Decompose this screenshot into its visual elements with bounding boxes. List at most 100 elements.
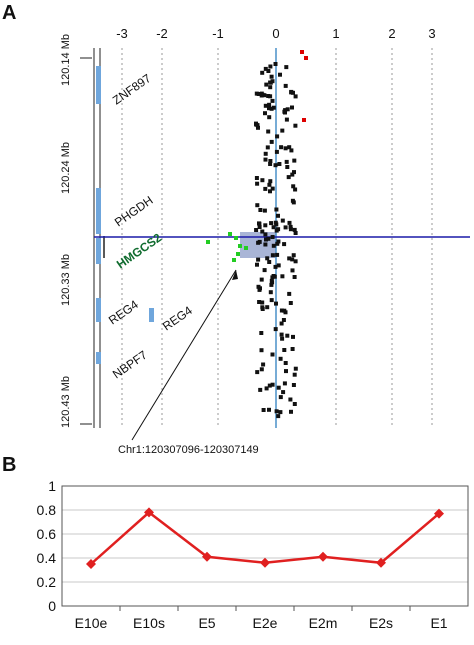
y-axis-label: 120.14 Mb [60,34,72,86]
x-tick-label: 3 [428,26,436,41]
data-point [258,387,263,392]
data-point [273,163,278,168]
data-point [270,382,275,387]
data-point [269,298,274,303]
x-tick-label: -1 [212,26,224,41]
panel-a-chart [80,48,470,441]
data-point [267,383,272,388]
data-point [282,109,287,114]
data-point [292,402,297,406]
x-tick-label: E10e [75,615,108,631]
data-point [256,257,261,262]
data-point [264,237,268,242]
data-point [266,69,271,73]
data-point [267,182,272,187]
data-point [291,184,296,189]
data-point [261,408,266,412]
data-point [284,369,288,374]
highlight-point [206,240,210,244]
data-point [259,277,264,282]
gene-bar-phgdh [96,188,101,234]
annotation-text: Chr1:120307096-120307149 [118,444,259,456]
data-point [282,242,287,247]
data-point [254,176,259,180]
panel-b-label: B [2,454,17,476]
data-point [255,262,259,267]
gene-bar-reg4-2 [149,308,154,322]
data-point [273,327,278,332]
outlier-point [304,56,308,60]
data-point [270,352,275,357]
data-point [267,260,272,264]
data-point [287,220,292,225]
data-point [289,409,293,414]
data-point [269,106,274,111]
data-point [291,253,296,258]
data-point [270,186,275,191]
data-point [290,105,294,110]
series-line [90,510,440,565]
data-point [265,256,270,261]
x-tick-label: -2 [156,26,168,41]
plot-frame [61,485,469,607]
x-tick-label: 2 [388,26,396,41]
data-point [284,117,289,122]
data-point [254,122,259,127]
data-point [264,386,269,391]
gene-bar-nbpf7 [96,352,101,364]
data-point [257,225,262,229]
data-point [271,225,276,230]
data-point [257,300,262,304]
data-point [265,305,270,310]
data-point [285,333,290,338]
data-point [274,207,279,212]
data-point [268,159,273,163]
data-point [280,128,285,133]
x-tick-label: E2e [253,615,278,631]
data-point [273,62,278,66]
y-tick-label: 0.8 [37,502,57,518]
data-point [277,162,282,166]
data-point [270,253,275,258]
x-tick-label: E2s [369,615,393,631]
data-point [255,181,260,186]
data-point [269,221,274,226]
data-point [269,74,274,79]
data-point [279,145,284,150]
y-axis-label: 120.43 Mb [60,376,72,428]
data-point [263,186,268,191]
data-point [287,291,292,296]
y-tick-label: 0.2 [37,574,57,590]
data-point [257,221,262,226]
outlier-point [300,50,304,54]
data-point [268,290,273,295]
y-tick-label: 0.6 [37,526,57,542]
data-point [276,213,280,218]
data-point [268,80,273,85]
data-point [276,414,281,419]
x-tick-label: -3 [116,26,128,41]
data-point [290,198,295,203]
data-point [289,148,294,153]
data-point [278,356,283,361]
data-point [267,407,271,412]
data-point [260,307,265,311]
data-point [281,390,286,395]
data-point [280,218,285,223]
data-point [279,308,284,313]
data-point [287,145,292,150]
data-point [286,175,291,180]
x-tick-label: 0 [272,26,280,41]
data-point [269,282,274,287]
data-point [263,223,268,228]
data-point [263,157,268,162]
data-point [258,208,263,212]
data-point [280,336,285,341]
data-point [263,111,267,116]
data-point [255,203,260,208]
data-point [376,557,386,568]
x-tick-label: E5 [198,615,215,631]
data-point [276,263,281,268]
data-point [434,508,444,519]
data-point [288,224,293,229]
